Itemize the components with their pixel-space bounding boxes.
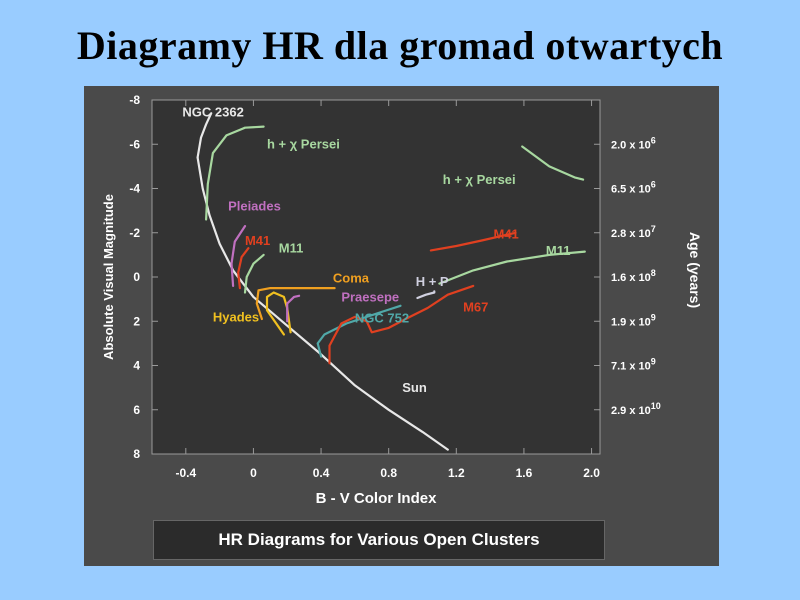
series-line-h-persei xyxy=(205,125,265,221)
series-line-sun xyxy=(196,156,449,451)
age-tick-label: 2.0 x 106 xyxy=(611,135,656,151)
y-tick-label: 0 xyxy=(133,270,140,284)
age-axis-label: Age (years) xyxy=(687,232,703,308)
series-label: H + P xyxy=(416,274,449,289)
series-label: M67 xyxy=(463,299,488,314)
age-tick-label: 1.6 x 108 xyxy=(611,268,656,284)
age-tick-label: 6.5 x 106 xyxy=(611,180,656,196)
y-tick-label: 8 xyxy=(133,447,140,461)
series-line-m41 xyxy=(429,231,517,252)
series-line-m41 xyxy=(237,247,250,290)
series-line-pleiades xyxy=(230,225,247,287)
x-tick-label: 0.4 xyxy=(313,466,330,480)
series-line-m11 xyxy=(438,250,586,285)
x-tick-label: 0 xyxy=(250,466,257,480)
series-line-ngc-2362 xyxy=(196,112,213,159)
y-tick-label: -8 xyxy=(129,93,140,107)
y-tick-label: -2 xyxy=(129,226,140,240)
series-label: Sun xyxy=(402,380,427,395)
series-label: NGC 752 xyxy=(355,310,409,325)
series-label: h + χ Persei xyxy=(267,137,340,152)
series-line-coma xyxy=(255,287,336,321)
series-line-m11 xyxy=(243,253,265,294)
chart-caption: HR Diagrams for Various Open Clusters xyxy=(218,530,540,549)
age-tick-label: 7.1 x 109 xyxy=(611,357,656,373)
slide-title: Diagramy HR dla gromad otwartych xyxy=(76,23,724,68)
age-tick-label: 1.9 x 109 xyxy=(611,312,656,328)
y-tick-label: -4 xyxy=(129,182,140,196)
x-tick-label: 2.0 xyxy=(583,466,600,480)
plot-area xyxy=(151,99,601,455)
series-line-m67 xyxy=(328,284,475,365)
caption-box: HR Diagrams for Various Open Clusters xyxy=(153,520,605,560)
series-line-praesepe xyxy=(286,294,301,323)
series-label: M11 xyxy=(546,243,571,258)
x-tick-label: 1.6 xyxy=(516,466,533,480)
series-label: M41 xyxy=(493,226,518,241)
series-label: M11 xyxy=(279,241,304,256)
x-tick-label: -0.4 xyxy=(175,466,196,480)
series-label: h + χ Persei xyxy=(443,172,516,187)
series-label: Hyades xyxy=(213,309,259,324)
series-label: Pleiades xyxy=(228,199,281,214)
series-label: NGC 2362 xyxy=(182,105,243,120)
series-line-h-persei xyxy=(521,145,585,181)
series-label: Praesepe xyxy=(341,289,399,304)
series-label: M41 xyxy=(245,233,270,248)
y-tick-label: 2 xyxy=(133,314,140,328)
series-line-h-p xyxy=(416,290,436,300)
series-label: Coma xyxy=(333,271,370,286)
age-tick-label: 2.9 x 1010 xyxy=(611,401,661,417)
x-tick-label: 0.8 xyxy=(380,466,397,480)
x-axis-label: B - V Color Index xyxy=(316,490,438,507)
age-tick-label: 2.8 x 107 xyxy=(611,224,656,240)
y-tick-label: -6 xyxy=(129,137,140,151)
y-axis-label: Absolute Visual Magnitude xyxy=(101,194,116,360)
y-tick-label: 6 xyxy=(133,403,140,417)
x-tick-label: 1.2 xyxy=(448,466,465,480)
y-tick-label: 4 xyxy=(133,359,140,373)
series-line-ngc-752 xyxy=(316,304,402,358)
